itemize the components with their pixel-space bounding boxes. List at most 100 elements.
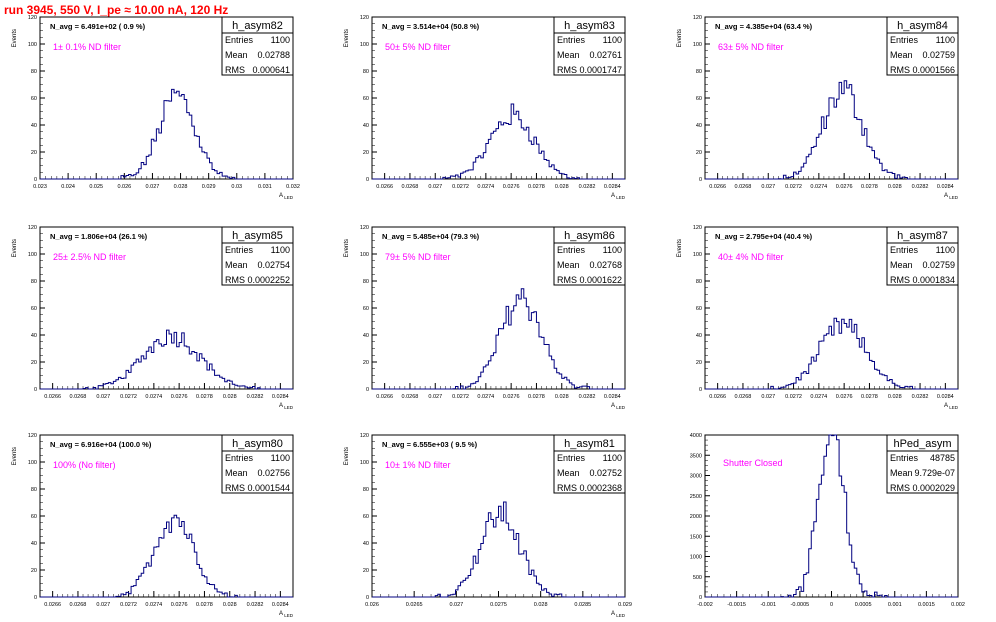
y-tick-label: 80 <box>363 279 369 285</box>
y-tick-label: 80 <box>696 279 702 285</box>
x-tick-label: 0.028 <box>174 184 188 190</box>
stats-label: Entries <box>557 245 586 255</box>
x-tick-label: 0.0274 <box>477 184 494 190</box>
stats-value: 0.0001544 <box>247 483 290 493</box>
x-tick-label: 0.0278 <box>528 394 545 400</box>
stats-value: 0.02788 <box>257 50 290 60</box>
x-tick-label: 0.0266 <box>376 394 393 400</box>
x-tick-label: 0.0272 <box>452 184 469 190</box>
y-tick-label: 60 <box>31 96 37 102</box>
y-tick-label: 100 <box>693 42 702 48</box>
x-tick-label: 0.0272 <box>120 394 137 400</box>
x-tick-label: 0.0284 <box>604 184 621 190</box>
x-tick-label: 0.027 <box>761 394 775 400</box>
stats-label: Entries <box>890 245 919 255</box>
y-tick-label: 1500 <box>690 534 702 540</box>
x-tick-label: 0.026 <box>365 602 379 608</box>
stats-value: 1100 <box>271 453 290 463</box>
panel-h_asym83: 0 20 40 60 80 100 120 0.0266 0.0268 0.027 0.0272 0.… <box>344 15 626 200</box>
x-tick-label: 0.027 <box>761 184 775 190</box>
x-tick-label: 0.026 <box>117 184 131 190</box>
y-tick-label: 100 <box>360 460 369 466</box>
navg-label: N_avg = 6.555e+03 ( 9.5 %) <box>382 440 478 449</box>
x-tick-label: 0.001 <box>888 602 902 608</box>
panel-h_asym84: 0 20 40 60 80 100 120 0.0266 0.0268 0.027 0.0272 0.… <box>677 15 959 200</box>
x-tick-label: 0.0266 <box>44 602 61 608</box>
x-tick-label: 0.0005 <box>855 602 872 608</box>
stats-value: 0.02759 <box>922 50 955 60</box>
x-tick-label: 0.0266 <box>709 394 726 400</box>
x-tick-label: 0 <box>830 602 833 608</box>
y-axis-title: Events <box>344 29 350 47</box>
navg-label: N_avg = 6.491e+02 ( 0.9 %) <box>50 22 146 31</box>
histogram-name: h_asym82 <box>232 20 283 32</box>
filter-label: 100% (No filter) <box>53 460 116 470</box>
stats-value: 1100 <box>603 453 622 463</box>
y-tick-label: 0 <box>699 595 702 601</box>
x-tick-label: 0.0266 <box>44 394 61 400</box>
stats-label: Entries <box>225 35 254 45</box>
stats-value: 0.0002368 <box>579 483 622 493</box>
x-tick-label: 0.0268 <box>70 394 87 400</box>
y-tick-label: 120 <box>693 15 702 21</box>
histogram-name: h_asym86 <box>564 230 615 242</box>
y-tick-label: 60 <box>696 306 702 312</box>
y-tick-label: 120 <box>28 433 37 439</box>
x-tick-label: 0.0282 <box>579 394 596 400</box>
x-tick-label: 0.0278 <box>196 602 213 608</box>
y-tick-label: 40 <box>31 333 37 339</box>
y-tick-label: 100 <box>360 42 369 48</box>
y-tick-label: 80 <box>696 69 702 75</box>
stats-value: 48785 <box>930 453 955 463</box>
y-tick-label: 0 <box>366 177 369 183</box>
y-tick-label: 20 <box>31 568 37 574</box>
y-tick-label: 80 <box>31 279 37 285</box>
y-tick-label: 20 <box>31 360 37 366</box>
x-tick-label: 0.0275 <box>490 602 507 608</box>
x-tick-label: 0.0268 <box>735 184 752 190</box>
y-tick-label: 20 <box>31 150 37 156</box>
x-tick-label: 0.024 <box>61 184 75 190</box>
filter-label: 63± 5% ND filter <box>718 42 783 52</box>
x-tick-label: 0.0276 <box>171 602 188 608</box>
stats-value: 1100 <box>936 245 955 255</box>
x-tick-label: 0.0282 <box>912 394 929 400</box>
stats-value: 0.02768 <box>589 260 622 270</box>
x-tick-label: 0.027 <box>428 184 442 190</box>
stats-label: Mean <box>225 468 248 478</box>
panel-hPed_asym: 0 500 1000 1500 2000 2500 3000 3500 4000 -0.002 -0… <box>690 433 965 608</box>
stats-value: 1100 <box>936 35 955 45</box>
y-axis-title: Events <box>344 447 350 465</box>
y-tick-label: 20 <box>363 360 369 366</box>
x-tick-label: 0.0274 <box>810 394 827 400</box>
stats-label: Mean <box>890 50 913 60</box>
x-tick-label: 0.0274 <box>145 602 162 608</box>
stats-label: Mean <box>890 468 913 478</box>
y-tick-label: 0 <box>366 595 369 601</box>
y-tick-label: 4000 <box>690 433 702 439</box>
histogram-line <box>40 329 293 390</box>
stats-value: 0.02754 <box>257 260 290 270</box>
x-tick-label: 0.0284 <box>272 602 289 608</box>
stats-label: RMS <box>557 275 577 285</box>
y-tick-label: 120 <box>360 225 369 231</box>
page-title: run 3945, 550 V, I_pe ≈ 10.00 nA, 120 Hz <box>4 3 229 17</box>
histogram-name: h_asym83 <box>564 20 615 32</box>
y-tick-label: 20 <box>696 150 702 156</box>
x-tick-label: 0.028 <box>534 602 548 608</box>
stats-box <box>553 32 626 76</box>
histogram-line <box>372 288 625 390</box>
x-tick-label: 0.0272 <box>785 394 802 400</box>
y-tick-label: 0 <box>699 387 702 393</box>
stats-value: 0.000641 <box>252 65 290 75</box>
x-axis-title: A LED <box>611 193 626 200</box>
x-tick-label: 0.0265 <box>406 602 423 608</box>
stats-value: 0.0001834 <box>912 275 955 285</box>
x-tick-label: 0.0278 <box>861 184 878 190</box>
y-tick-label: 40 <box>31 123 37 129</box>
x-tick-label: 0.0015 <box>918 602 935 608</box>
stats-label: Entries <box>225 453 254 463</box>
x-tick-label: 0.0284 <box>604 394 621 400</box>
stats-label: RMS <box>225 65 245 75</box>
x-tick-label: 0.028 <box>223 602 237 608</box>
